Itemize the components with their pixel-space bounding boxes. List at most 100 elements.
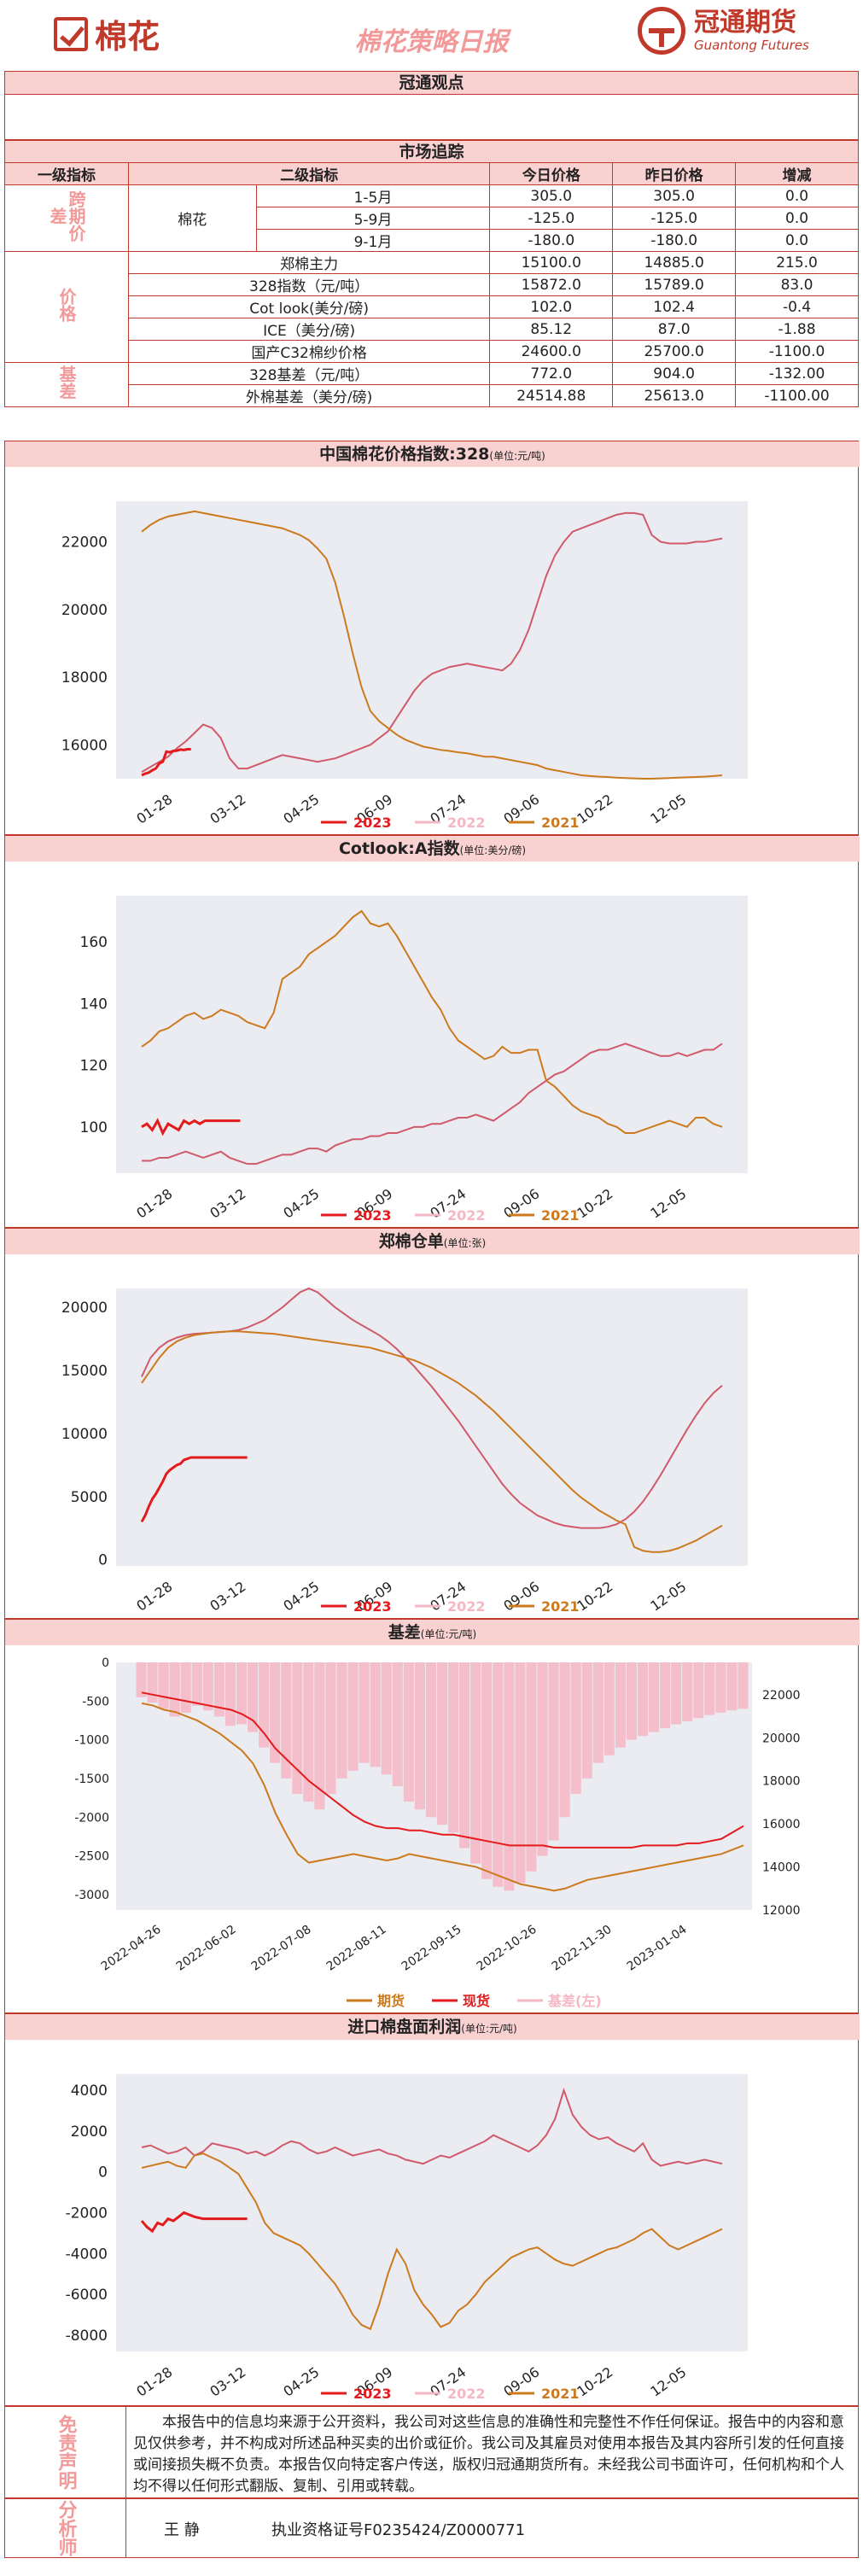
y-right-tick: 14000 <box>762 1861 801 1875</box>
y-right-tick: 12000 <box>762 1904 801 1918</box>
chart-title: 中国棉花价格指数:328(单位:元/吨) <box>319 444 545 464</box>
legend-label: 2021 <box>541 1207 580 1224</box>
series-line-2022l <box>141 1287 723 1529</box>
basis-bar <box>504 1662 515 1891</box>
legend-label: 2023 <box>353 2386 392 2402</box>
table-cell: -1.88 <box>735 318 859 341</box>
y-tick-label: 22000 <box>61 534 108 552</box>
basis-bar <box>626 1662 637 1740</box>
report-header: 棉花 棉花策略日报 冠通期货 Guantong Futures <box>4 0 859 79</box>
basis-bar <box>359 1662 370 1763</box>
y-tick-label: 160 <box>80 934 108 951</box>
table-row: 外棉基差（美分/磅) 24514.88 25613.0 -1100.00 <box>5 384 859 407</box>
table-cell: 904.0 <box>612 362 737 385</box>
series-line-2023 <box>140 2211 248 2234</box>
y-tick-label: 140 <box>80 996 108 1013</box>
chart-unit: (单位:张) <box>444 1236 486 1249</box>
y-left-tick: -2000 <box>74 1811 109 1825</box>
series-line-2021 <box>141 1330 723 1553</box>
x-tick-label: 2022-09-15 <box>399 1923 464 1974</box>
table-cell: 215.0 <box>735 251 859 274</box>
basis-bar <box>292 1662 303 1795</box>
table-cell: -125.0 <box>489 207 614 230</box>
table-cell: 1-5月 <box>255 184 491 207</box>
x-tick-label: 03-12 <box>207 2363 248 2399</box>
y-tick-label: 0 <box>98 1552 108 1569</box>
chart-title-bar <box>5 1229 860 1254</box>
col-header: 二级指标 <box>127 162 491 185</box>
x-tick-label: 2022-04-26 <box>99 1923 164 1974</box>
table-cell: 24514.88 <box>489 384 614 407</box>
chart-unit: (单位:美分/磅) <box>460 844 526 856</box>
table-cell: 0.0 <box>735 184 859 207</box>
table-row: 基差 328基差（元/吨） 772.0 904.0 -132.00 <box>4 362 859 407</box>
table-cell: -0.4 <box>735 295 859 318</box>
basis-bar <box>604 1662 615 1755</box>
x-tick-label: 01-28 <box>133 1578 175 1614</box>
y-left-tick: -3000 <box>74 1889 109 1902</box>
basis-bar <box>715 1662 726 1713</box>
legend-label: 2022 <box>447 1207 486 1224</box>
basis-bar <box>436 1662 448 1825</box>
table-cell: -125.0 <box>612 207 737 230</box>
basis-bar <box>259 1662 270 1748</box>
brand-logo: 冠通期货 Guantong Futures <box>638 7 809 55</box>
series-line-2022l <box>141 2087 723 2167</box>
group-label: 价格 <box>4 251 129 363</box>
legend-label: 2022 <box>447 2386 486 2402</box>
x-tick-label: 04-25 <box>280 1185 322 1221</box>
x-tick-label: 10-22 <box>574 791 615 827</box>
basis-bar <box>537 1662 548 1856</box>
y-right-tick: 16000 <box>762 1818 801 1831</box>
basis-bar <box>158 1662 169 1709</box>
chart-title-bar <box>5 836 860 862</box>
y-left-tick: -1500 <box>74 1773 109 1786</box>
basis-bar <box>270 1662 281 1763</box>
table-cell: -132.00 <box>735 362 859 385</box>
chart-warehouse-receipts: 郑棉仓单(单位:张) 0 5000 10000 15000 20000 01-28 03-12… <box>4 1228 860 1619</box>
x-tick-label: 2023-01-04 <box>625 1923 690 1974</box>
basis-bar <box>693 1662 704 1719</box>
plot-area <box>116 2074 748 2351</box>
table-row: 价格 郑棉主力 15100.0 14885.0 215.0 <box>4 251 859 363</box>
basis-bar <box>147 1662 158 1703</box>
basis-bar <box>493 1662 504 1887</box>
chart-svg: 中国棉花价格指数:328(单位:元/吨) 16000 18000 20000 22000… <box>5 441 860 831</box>
table-cell: ICE（美分/磅) <box>127 318 491 341</box>
x-tick-label: 12-05 <box>647 791 689 827</box>
group-label: 跨期价差 <box>4 184 129 252</box>
x-tick-label: 12-05 <box>647 2363 689 2399</box>
basis-bar <box>325 1662 336 1795</box>
table-cell: 0.0 <box>735 207 859 230</box>
legend-label: 2021 <box>541 2386 580 2402</box>
series-line-期货 <box>141 1702 744 1892</box>
y-tick-label: 4000 <box>71 2082 108 2100</box>
y-tick-label: -8000 <box>66 2328 108 2345</box>
table-cell: 87.0 <box>612 318 737 341</box>
table-cell: 15100.0 <box>489 251 614 274</box>
y-tick-label: 18000 <box>61 669 108 686</box>
logo-text: 棉花 <box>95 18 160 55</box>
basis-bar <box>392 1662 403 1786</box>
basis-bar <box>403 1662 414 1802</box>
basis-bar <box>548 1662 559 1841</box>
x-tick-label: 03-12 <box>207 1185 248 1221</box>
series-line-2023 <box>141 747 191 777</box>
chart-cotlook-a: Cotlook:A指数(单位:美分/磅) 100 120 140 160 01-28 03-… <box>4 835 860 1228</box>
series-line-2021 <box>141 2153 723 2331</box>
disclaimer-label: 免责声明 <box>55 2415 77 2490</box>
y-right-tick: 20000 <box>762 1732 801 1745</box>
chart-title-bar <box>5 441 860 467</box>
analyst: 分析师 王 静 执业资格证号F0235424/Z0000771 <box>4 2498 859 2558</box>
y-tick-label: 16000 <box>61 737 108 754</box>
basis-bar <box>570 1662 581 1795</box>
basis-bar <box>726 1662 738 1711</box>
basis-bar <box>470 1662 481 1864</box>
basis-bar <box>381 1662 392 1775</box>
table-cell: 郑棉主力 <box>127 251 491 274</box>
y-tick-label: -6000 <box>66 2287 108 2304</box>
series-line-现货 <box>141 1691 744 1849</box>
basis-bar <box>202 1662 213 1711</box>
